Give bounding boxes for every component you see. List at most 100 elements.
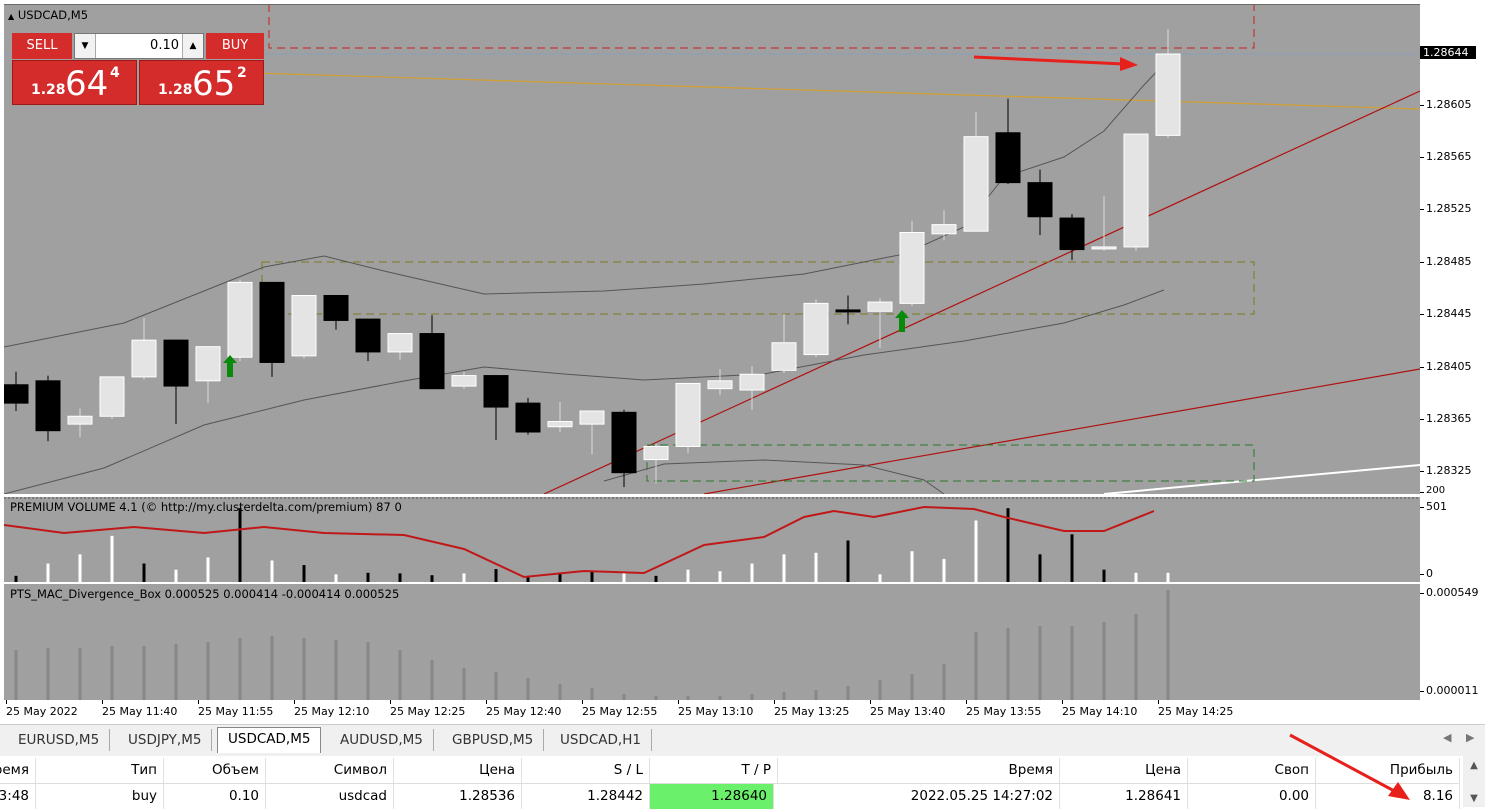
candle-body: [771, 342, 797, 371]
mac-bar: [334, 640, 338, 700]
column-header[interactable]: T / P: [650, 758, 778, 783]
time-axis[interactable]: 25 May 2022 25 May 11:40 25 May 11:55 25…: [0, 700, 1420, 724]
time-label: 25 May 12:10: [294, 700, 370, 718]
mac-bar: [238, 638, 242, 700]
candle-body: [259, 281, 285, 363]
mac-bar: [974, 632, 978, 700]
table-header-row: Время Тип Объем Символ Цена S / L T / P …: [0, 758, 1460, 783]
tab-usdcad-h1[interactable]: USDCAD,H1: [550, 729, 652, 751]
tab-usdcad-m5[interactable]: USDCAD,M5: [217, 727, 322, 753]
column-header[interactable]: Тип: [36, 758, 164, 783]
mac-bar: [782, 692, 786, 700]
tab-audusd-m5[interactable]: AUDUSD,M5: [330, 729, 434, 751]
sell-price-button[interactable]: 1.28 64 4: [12, 60, 137, 105]
mac-bar: [1166, 590, 1170, 700]
candle-body: [483, 375, 509, 408]
candle-body: [1123, 133, 1149, 248]
column-header[interactable]: Прибыль: [1316, 758, 1460, 783]
column-header[interactable]: Своп: [1188, 758, 1316, 783]
time-label: 25 May 11:40: [102, 700, 178, 718]
price-tick: 1.28405: [1420, 360, 1472, 373]
column-header[interactable]: S / L: [522, 758, 650, 783]
volume-axis: 501 0: [1420, 497, 1485, 584]
candle-body: [579, 410, 605, 425]
sell-button[interactable]: SELL: [12, 33, 72, 59]
volume-bar: [46, 563, 50, 582]
lot-increase-icon[interactable]: ▲: [182, 34, 203, 58]
candle-body: [963, 136, 989, 232]
column-header[interactable]: Цена: [1060, 758, 1188, 783]
scroll-left-icon[interactable]: ◀: [1443, 731, 1452, 744]
price-tick: 1.28605: [1420, 98, 1472, 111]
column-header[interactable]: Объем: [164, 758, 266, 783]
time-label: 25 May 12:40: [486, 700, 562, 718]
volume-bar: [334, 574, 338, 582]
price-chart[interactable]: ▲ USDCAD,M5 SELL ▼ 0.10 ▲ BUY 1.28 64 4 …: [4, 4, 1420, 494]
volume-indicator-pane[interactable]: PREMIUM VOLUME 4.1 (© http://my.clusterd…: [4, 497, 1420, 582]
column-header[interactable]: Символ: [266, 758, 394, 783]
scroll-up-icon[interactable]: ▲: [1470, 760, 1478, 771]
bollinger-lower-line: [4, 289, 1165, 494]
volume-bar: [1134, 572, 1138, 582]
price-tick: 1.28325: [1420, 464, 1472, 477]
buy-price-button[interactable]: 1.28 65 2: [139, 60, 264, 105]
table-scrollbar[interactable]: ▲ ▼: [1463, 756, 1485, 807]
candle-body: [419, 333, 445, 390]
mac-bar: [718, 696, 722, 700]
tab-usdjpy-m5[interactable]: USDJPY,M5: [118, 729, 213, 751]
swap-cell: 0.00: [1188, 784, 1316, 809]
mac-bar: [910, 674, 914, 700]
candle-body: [323, 295, 349, 321]
lot-size-input[interactable]: ▼ 0.10 ▲: [74, 33, 204, 59]
buy-signal-arrow-icon: [223, 355, 237, 377]
lot-value[interactable]: 0.10: [150, 38, 179, 53]
volume-bar: [14, 575, 18, 582]
lot-decrease-icon[interactable]: ▼: [75, 34, 96, 58]
volume-average-line: [4, 505, 1155, 579]
collapse-triangle-icon[interactable]: ▲: [8, 12, 15, 21]
time-label: 25 May 13:40: [870, 700, 946, 718]
volume-bar: [1006, 508, 1010, 582]
mac-bar: [14, 650, 18, 700]
scroll-down-icon[interactable]: ▼: [1470, 793, 1478, 804]
volume-bar: [494, 569, 498, 582]
volume-bar: [686, 569, 690, 582]
mac-bar: [654, 696, 658, 700]
volume-bar: [814, 552, 818, 582]
volume-bar: [750, 563, 754, 582]
candlestick-chart[interactable]: [4, 5, 1420, 494]
stop-loss-cell: 1.28442: [522, 784, 650, 809]
mac-bar: [430, 660, 434, 700]
column-header[interactable]: Цена: [394, 758, 522, 783]
mac-bar: [1038, 626, 1042, 700]
candle-body: [547, 421, 573, 428]
mac-bar: [878, 680, 882, 700]
mac-bar: [110, 646, 114, 700]
volume-bar: [110, 535, 114, 582]
volume-bar: [430, 575, 434, 582]
bollinger-upper-line: [4, 63, 1165, 348]
volume-bar: [718, 571, 722, 582]
chart-symbol-title: ▲ USDCAD,M5: [8, 8, 89, 22]
column-header[interactable]: Время: [0, 758, 36, 783]
mac-bar: [814, 690, 818, 700]
candle-body: [131, 339, 157, 378]
candle-body: [99, 376, 125, 417]
tab-gbpusd-m5[interactable]: GBPUSD,M5: [442, 729, 545, 751]
scroll-right-icon[interactable]: ▶: [1466, 731, 1475, 744]
buy-button[interactable]: BUY: [206, 33, 264, 59]
mac-bar: [46, 648, 50, 700]
table-row[interactable]: 53:48 buy 0.10 usdcad 1.28536 1.28442 1.…: [0, 783, 1460, 809]
candle-body: [35, 380, 61, 432]
mac-bar: [622, 694, 626, 700]
volume-bar: [910, 551, 914, 582]
tab-eurusd-m5[interactable]: EURUSD,M5: [8, 729, 111, 751]
price-tick: 1.28365: [1420, 412, 1472, 425]
volume-bar: [1166, 572, 1170, 582]
column-header[interactable]: Время: [778, 758, 1060, 783]
candle-body: [451, 375, 477, 387]
orange-trend-line: [253, 72, 1420, 110]
mac-indicator-pane[interactable]: PTS_MAC_Divergence_Box 0.000525 0.000414…: [4, 584, 1420, 700]
volume-bar: [398, 573, 402, 582]
price-axis[interactable]: 1.28644 1.28605 1.28565 1.28525 1.28485 …: [1419, 0, 1485, 497]
